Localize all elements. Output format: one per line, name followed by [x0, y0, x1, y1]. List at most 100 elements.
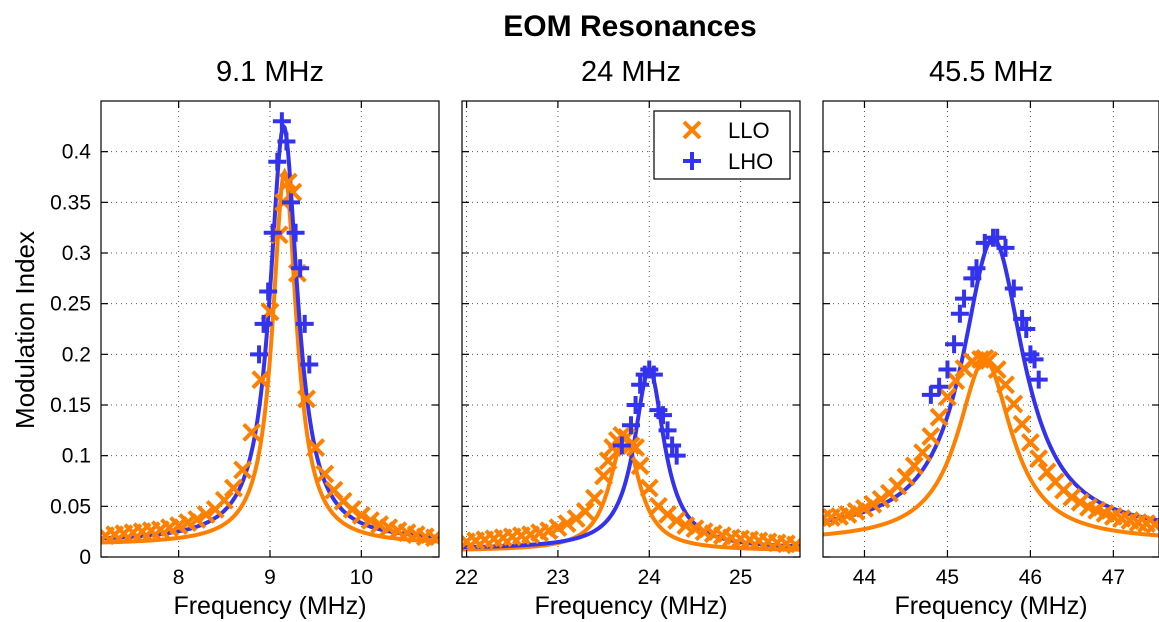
- figure-title: EOM Resonances: [503, 10, 756, 43]
- data-point-llo: [1012, 414, 1032, 434]
- data-point-llo: [557, 514, 577, 533]
- data-point-llo: [224, 478, 243, 498]
- data-point-lho: [626, 396, 645, 414]
- data-point-llo: [594, 466, 614, 486]
- plot-area: [462, 360, 800, 555]
- chart-panel-3: 44 45 46 47 45.5 MHz Frequency (MHz): [822, 56, 1159, 620]
- data-point-llo: [904, 456, 924, 476]
- y-tick-label: 0.05: [50, 495, 91, 518]
- data-point-llo: [987, 360, 1007, 379]
- data-point-lho: [282, 193, 301, 212]
- x-tick-label: 23: [546, 566, 569, 589]
- y-tick-label: 0: [79, 546, 91, 569]
- chart-panel-2: 22 23 24 25 24 MHz Frequency (MHz) LLO LHO: [455, 56, 801, 620]
- data-point-lho: [272, 112, 291, 131]
- fit-curve-llo: [101, 167, 439, 545]
- data-point-llo: [896, 467, 916, 487]
- y-tick-label: 0.4: [62, 141, 92, 164]
- data-point-llo: [1029, 449, 1049, 469]
- legend-box: [653, 110, 791, 180]
- data-point-lho: [268, 152, 287, 171]
- data-point-llo: [187, 510, 207, 529]
- legend-label-llo: LLO: [728, 118, 770, 143]
- data-point-llo: [283, 182, 303, 202]
- x-tick-label: 8: [173, 566, 185, 589]
- data-point-lho: [644, 365, 663, 384]
- data-point-llo: [626, 438, 645, 457]
- data-point-llo: [214, 490, 234, 510]
- data-point-llo: [575, 501, 595, 521]
- x-tick-label: 45: [936, 566, 959, 589]
- data-point-lho: [254, 314, 273, 333]
- data-point-lho: [1013, 309, 1032, 328]
- data-point-llo: [598, 451, 618, 471]
- x-tick-label: 47: [1102, 566, 1125, 589]
- data-point-llo: [242, 422, 262, 442]
- legend-label-lho: LHO: [728, 149, 773, 174]
- x-axis-label: Frequency (MHz): [894, 592, 1087, 620]
- data-point-lho: [286, 223, 305, 242]
- x-tick-label: 10: [350, 566, 373, 589]
- data-point-llo: [1145, 515, 1159, 534]
- plot-area: [101, 112, 439, 548]
- y-tick-label: 0.25: [50, 293, 91, 316]
- data-point-lho: [250, 345, 269, 364]
- plot-area: [823, 228, 1159, 538]
- y-axis-label: Modulation Index: [10, 231, 40, 429]
- x-tick-label: 46: [1019, 566, 1042, 589]
- data-point-llo: [585, 488, 604, 508]
- data-point-lho: [300, 355, 319, 374]
- data-point-llo: [1004, 394, 1024, 414]
- data-point-lho: [653, 406, 672, 425]
- data-point-lho: [930, 377, 949, 396]
- data-point-llo: [786, 535, 800, 555]
- axes-box: [461, 100, 801, 558]
- data-point-llo: [342, 499, 362, 519]
- data-point-llo: [921, 426, 941, 446]
- data-point-lho: [259, 282, 278, 301]
- legend-marker-llo: [682, 120, 702, 140]
- data-point-lho: [988, 228, 1007, 247]
- x-tick-label: 24: [638, 566, 662, 589]
- data-point-llo: [667, 511, 687, 530]
- data-point-lho: [622, 416, 640, 435]
- axes-box: [822, 100, 1159, 558]
- y-tick-label: 0.2: [62, 343, 91, 366]
- data-point-lho: [295, 314, 314, 333]
- data-point-llo: [425, 528, 439, 548]
- data-point-llo: [639, 478, 659, 498]
- y-tick-label: 0.1: [62, 445, 91, 468]
- data-point-llo: [1020, 433, 1040, 452]
- data-point-llo: [351, 506, 371, 525]
- chart-panel-1: 8 9 10 0 0.05 0.1 0.15 0.2 0.25 0.3 0.35 0.4 9.1 MHz…: [50, 56, 440, 620]
- fit-curve-lho: [462, 367, 800, 550]
- panel-title: 9.1 MHz: [216, 56, 324, 88]
- data-point-lho: [1017, 320, 1036, 338]
- data-point-llo: [946, 371, 966, 391]
- data-point-llo: [938, 387, 957, 407]
- data-point-llo: [251, 370, 271, 390]
- data-point-llo: [306, 438, 326, 457]
- data-point-llo: [630, 456, 650, 476]
- x-axis-label: Frequency (MHz): [173, 592, 366, 620]
- data-point-llo: [929, 407, 949, 427]
- y-tick-label: 0.3: [62, 242, 91, 265]
- x-tick-label: 22: [455, 566, 478, 589]
- data-point-lho: [658, 421, 677, 440]
- fit-curve-lho: [823, 236, 1159, 524]
- y-tick-label: 0.35: [50, 191, 91, 214]
- data-point-lho: [631, 375, 650, 394]
- x-tick-label: 25: [729, 566, 752, 589]
- data-point-lho: [1029, 370, 1048, 389]
- data-point-lho: [612, 436, 631, 455]
- data-point-llo: [233, 460, 253, 480]
- panel-title: 24 MHz: [581, 56, 681, 88]
- data-point-llo: [996, 375, 1015, 395]
- x-tick-label: 9: [264, 566, 276, 589]
- data-point-lho: [921, 385, 940, 404]
- axes-box: [100, 100, 440, 558]
- y-tick-label: 0.15: [50, 394, 91, 417]
- data-point-lho: [955, 289, 974, 308]
- panel-title: 45.5 MHz: [929, 56, 1053, 88]
